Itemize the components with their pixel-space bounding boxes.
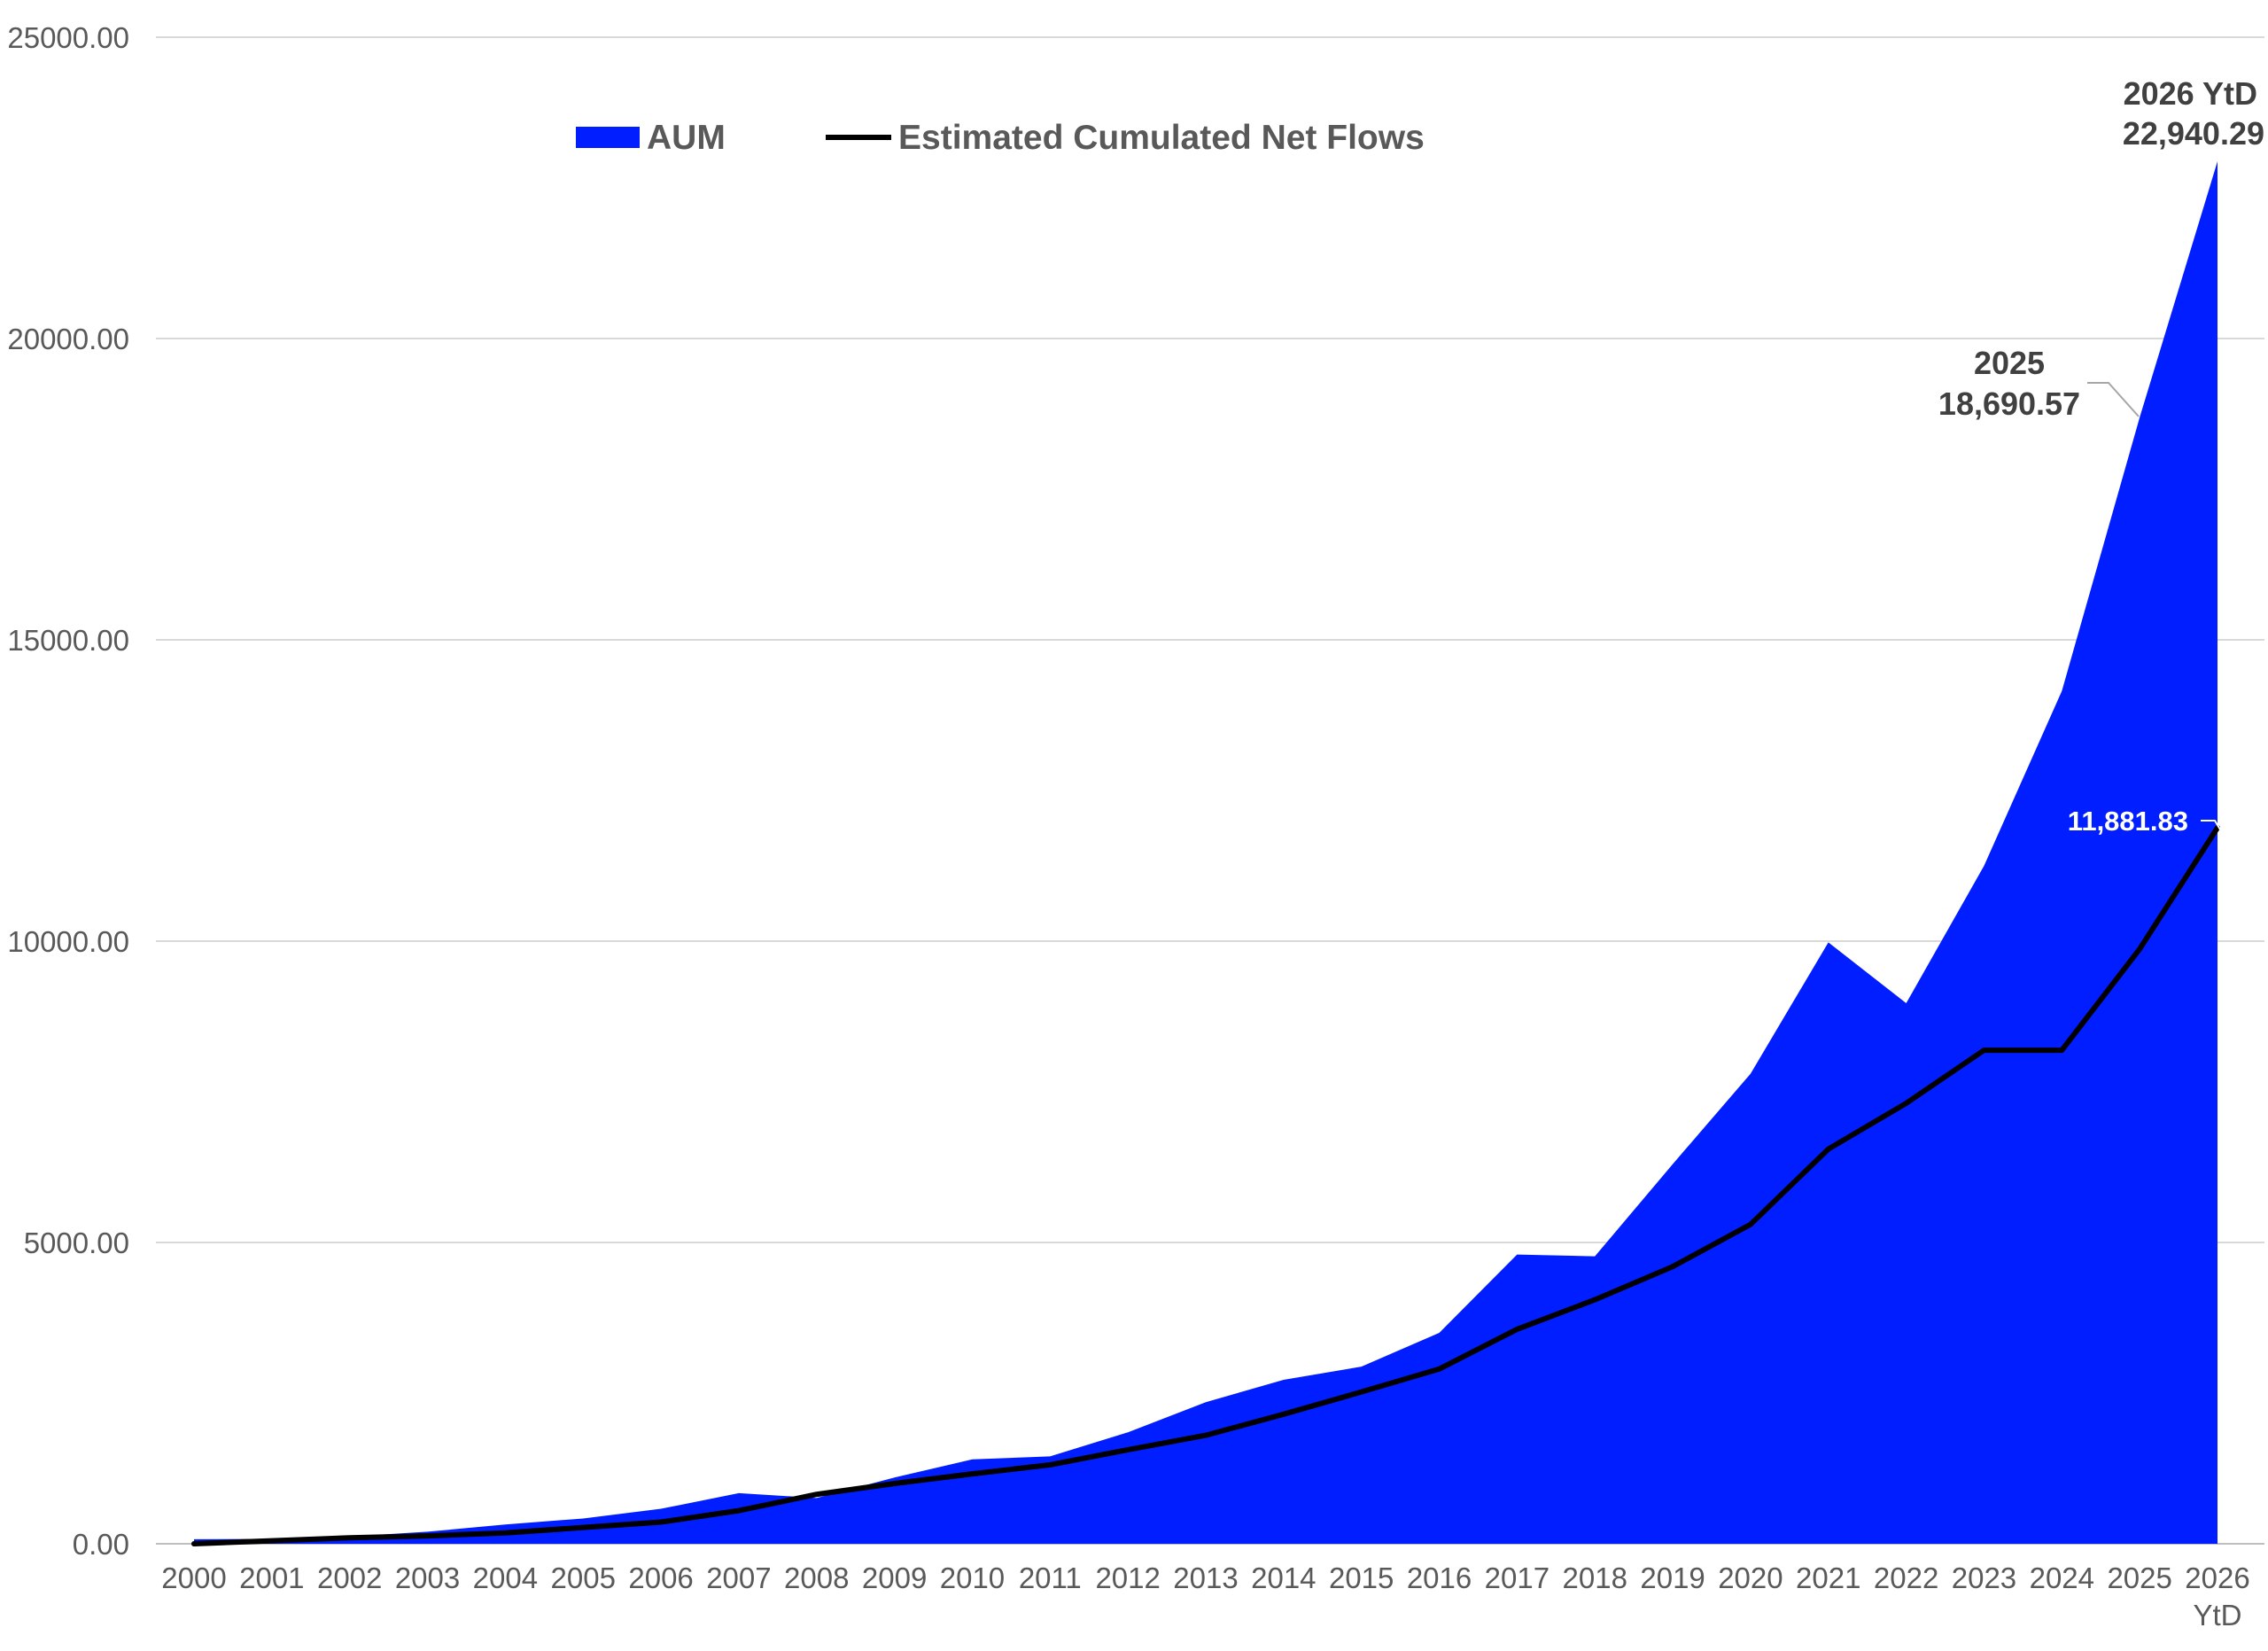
annotation-2026-value: 22,940.29 xyxy=(2123,115,2264,152)
x-tick-label: 2005 xyxy=(551,1561,616,1594)
net-flows-line-layer xyxy=(191,825,2220,1546)
x-tick-label: 2006 xyxy=(628,1561,693,1594)
x-tick-label: 2015 xyxy=(1329,1561,1394,1594)
x-tick-label-suffix: YtD xyxy=(2193,1599,2241,1632)
x-tick-label: 2001 xyxy=(239,1561,304,1594)
x-tick-label: 2018 xyxy=(1563,1561,1627,1594)
legend: AUM Estimated Cumulated Net Flows xyxy=(576,119,1425,157)
x-tick-label: 2022 xyxy=(1874,1561,1938,1594)
x-tick-label: 2003 xyxy=(395,1561,460,1594)
x-tick-label: 2019 xyxy=(1640,1561,1705,1594)
x-tick-label: 2021 xyxy=(1796,1561,1860,1594)
x-tick-label: 2017 xyxy=(1485,1561,1550,1594)
x-tick-label: 2024 xyxy=(2030,1561,2094,1594)
legend-label-aum: AUM xyxy=(647,119,726,157)
annotation-2025-leader xyxy=(2087,382,2140,417)
y-tick-label: 15000.00 xyxy=(7,624,129,657)
x-tick-label: 2025 xyxy=(2107,1561,2171,1594)
legend-label-net-flows: Estimated Cumulated Net Flows xyxy=(898,119,1425,157)
x-tick-label: 2016 xyxy=(1407,1561,1472,1594)
y-axis-tick-labels: 0.00 5000.00 10000.00 15000.00 20000.00 25000… xyxy=(7,21,129,1561)
x-tick-label: 2014 xyxy=(1251,1561,1316,1594)
x-tick-label: 2008 xyxy=(784,1561,849,1594)
annotations: 2026 YtD 22,940.29 2025 18,690.57 11,881… xyxy=(1938,75,2264,837)
x-tick-label: 2004 xyxy=(473,1561,538,1594)
x-tick-label: 2010 xyxy=(940,1561,1005,1594)
annotation-2025-value: 18,690.57 xyxy=(1938,385,2080,422)
x-tick-label: 2007 xyxy=(706,1561,771,1594)
y-tick-label: 20000.00 xyxy=(7,323,129,355)
annotation-2026-label: 2026 YtD xyxy=(2124,75,2257,112)
y-tick-label: 5000.00 xyxy=(24,1227,129,1259)
x-tick-label: 2011 xyxy=(1019,1561,1082,1594)
aum-area xyxy=(194,161,2218,1544)
y-tick-label: 0.00 xyxy=(73,1528,129,1561)
x-tick-label: 2000 xyxy=(161,1561,226,1594)
net-flows-line xyxy=(191,825,2220,1546)
aum-area-layer xyxy=(194,161,2218,1544)
annotation-net-flows-value: 11,881.83 xyxy=(2068,806,2188,837)
x-tick-label: 2009 xyxy=(862,1561,927,1594)
x-tick-label: 2026 xyxy=(2185,1561,2249,1594)
y-tick-label: 25000.00 xyxy=(7,21,129,54)
x-tick-label: 2012 xyxy=(1095,1561,1160,1594)
x-tick-label: 2020 xyxy=(1718,1561,1783,1594)
x-axis-tick-labels: 2000 2001 2002 2003 2004 2005 2006 2007 2008 2009… xyxy=(161,1561,2249,1632)
annotation-net-flows-leader xyxy=(2201,820,2221,830)
x-tick-label: 2002 xyxy=(317,1561,382,1594)
legend-swatch-aum xyxy=(576,127,640,148)
annotation-2025-label: 2025 xyxy=(1974,345,2045,381)
x-tick-label: 2023 xyxy=(1952,1561,2016,1594)
x-tick-label: 2013 xyxy=(1173,1561,1238,1594)
y-tick-label: 10000.00 xyxy=(7,925,129,958)
